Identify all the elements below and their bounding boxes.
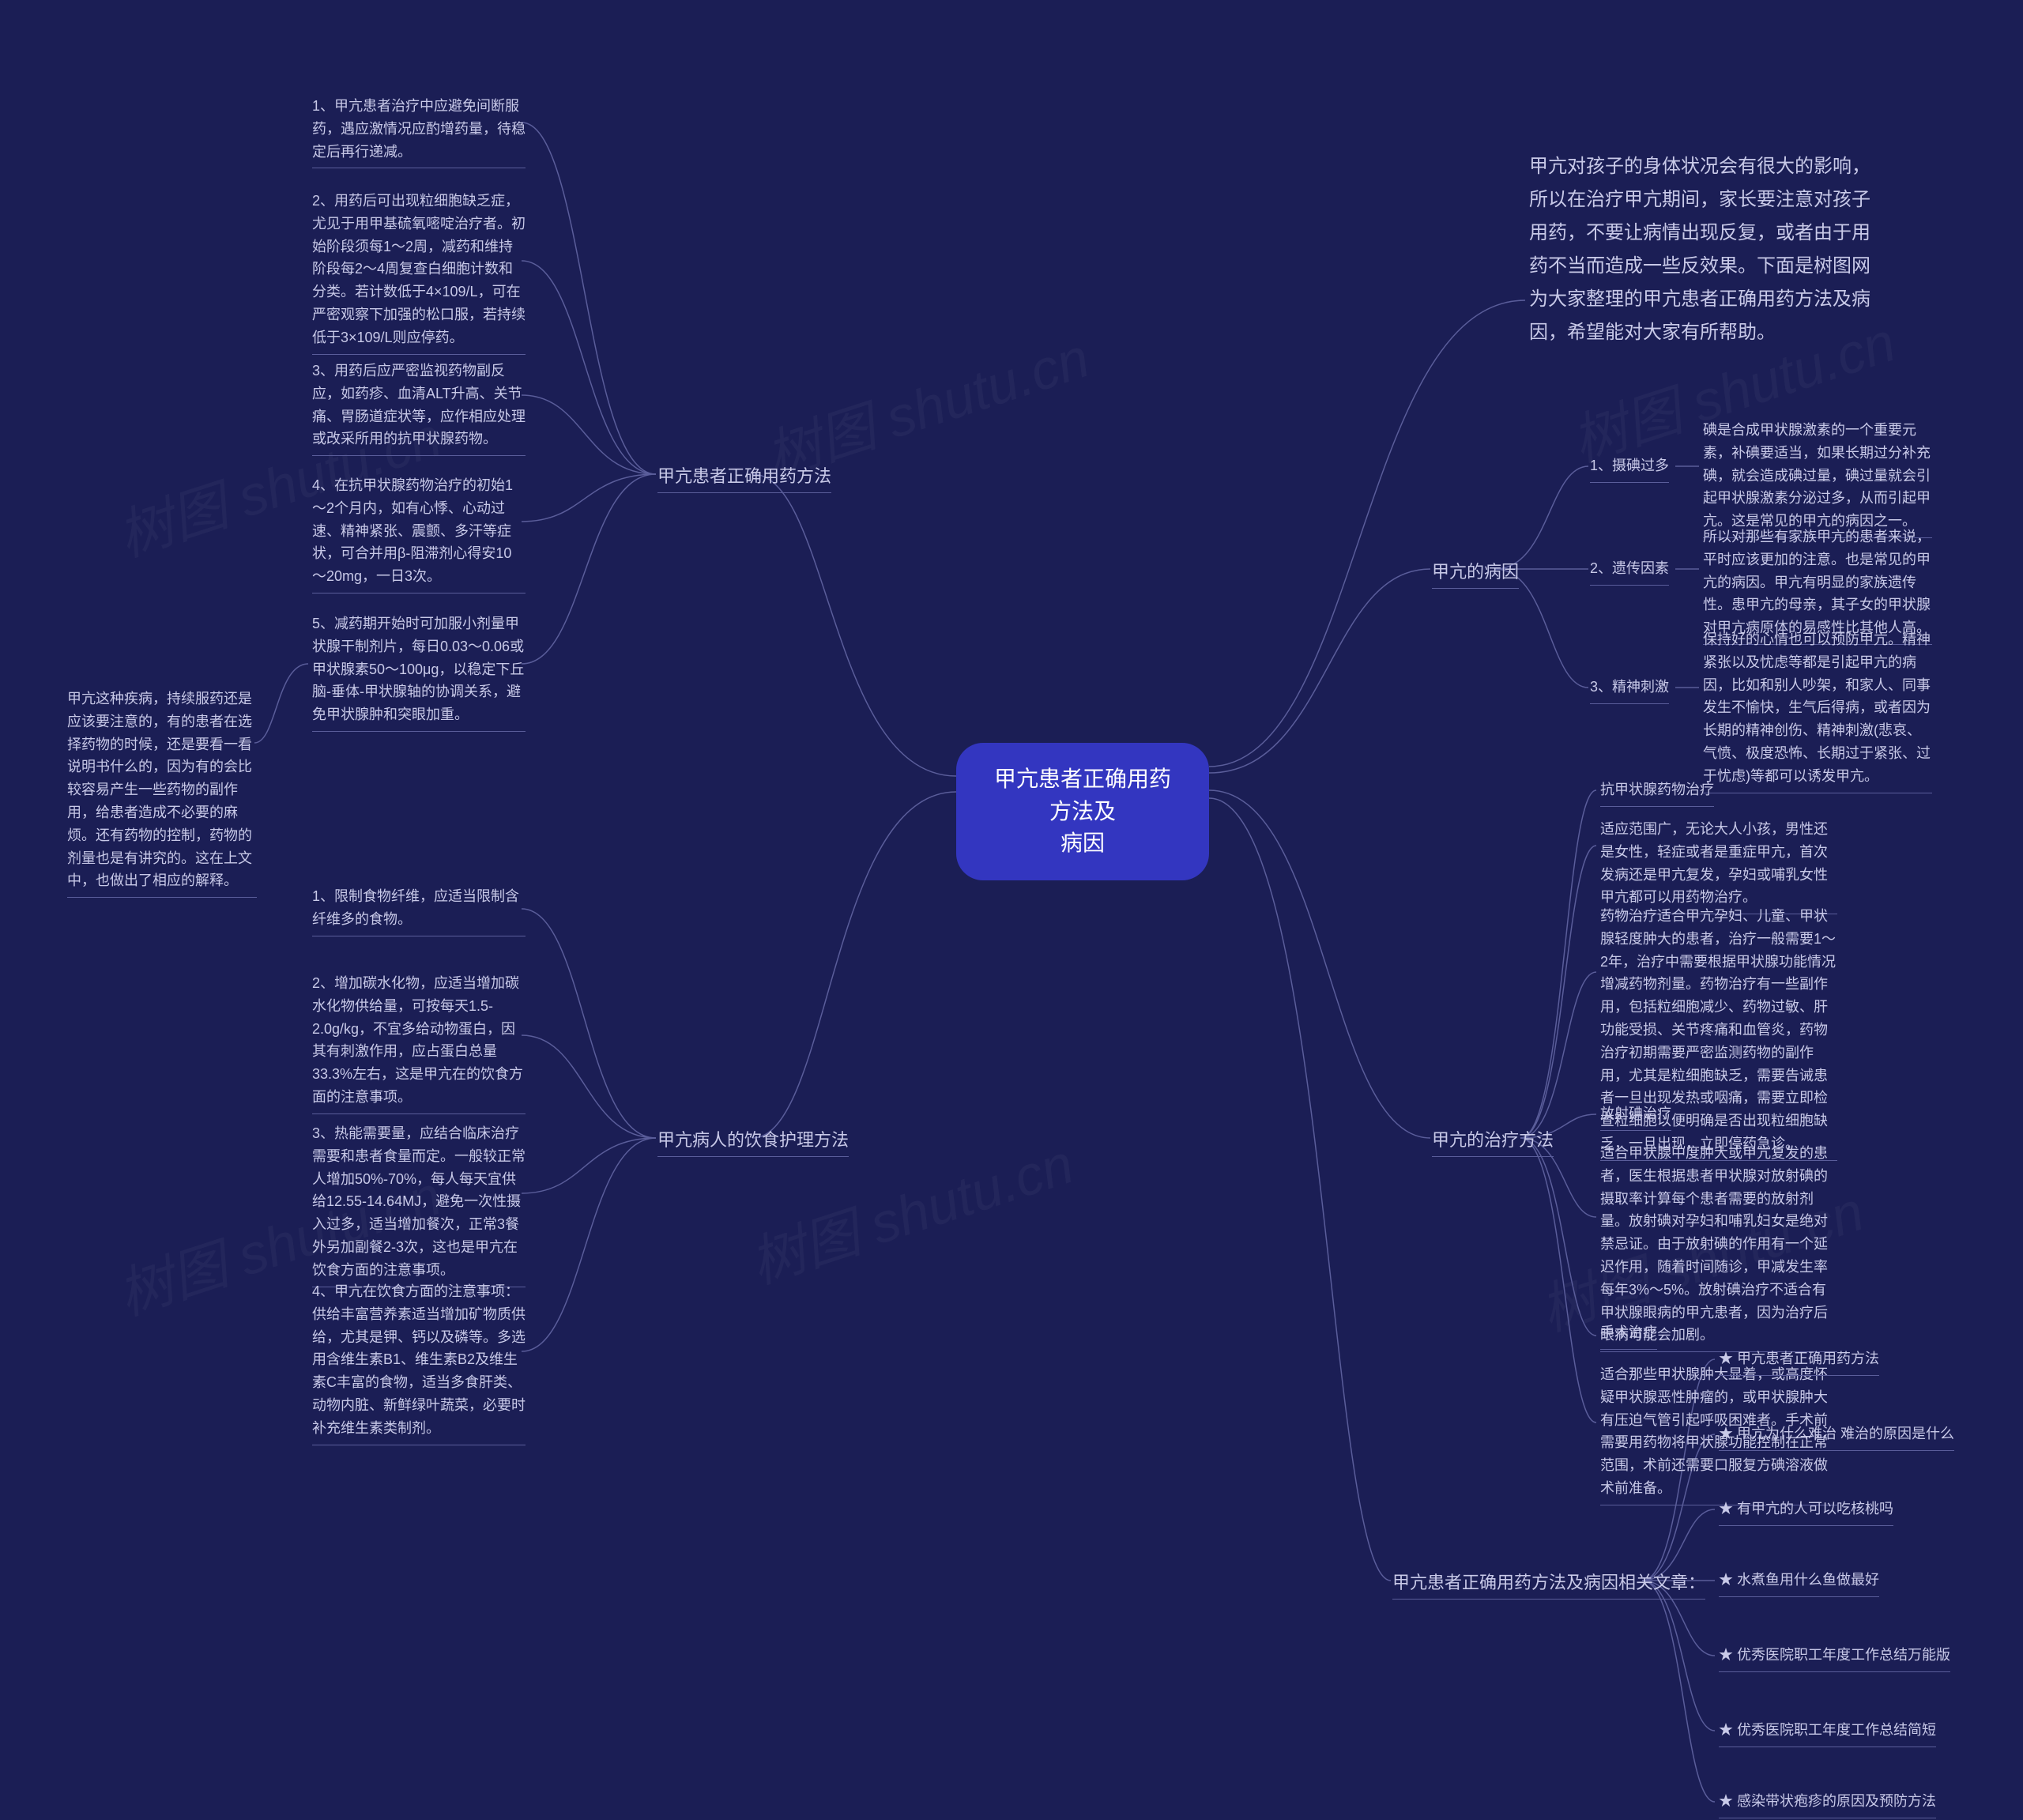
branch-cause-title-text: 甲亢的病因 (1432, 562, 1519, 582)
diet-item-3-text: 3、热能需要量，应结合临床治疗需要和患者食量而定。一般较正常人增加50%-70%… (312, 1122, 526, 1287)
cause-key-1-text: 1、摄碘过多 (1590, 454, 1669, 483)
related-link-2-text: ★ 甲亢为什么难治 难治的原因是什么 (1719, 1422, 1954, 1451)
branch-diet-title: 甲亢病人的饮食护理方法 (657, 1126, 849, 1157)
usage-item-4-text: 4、在抗甲状腺药物治疗的初始1～2个月内，如有心悸、心动过速、精神紧张、震颤、多… (312, 474, 526, 593)
usage-item-2: 2、用药后可出现粒细胞缺乏症，尤见于用甲基硫氧嘧啶治疗者。初始阶段须每1～2周，… (312, 190, 526, 355)
related-link-5-text: ★ 优秀医院职工年度工作总结万能版 (1719, 1644, 1950, 1672)
branch-related-title-text: 甲亢患者正确用药方法及病因相关文章： (1392, 1573, 1705, 1592)
cause-val-3-text: 保持好的心情也可以预防甲亢。精神紧张以及忧虑等都是引起甲亢的病因，比如和别人吵架… (1703, 628, 1932, 793)
related-link-1[interactable]: ★ 甲亢患者正确用药方法 (1719, 1347, 1879, 1376)
usage-item-2-text: 2、用药后可出现粒细胞缺乏症，尤见于用甲基硫氧嘧啶治疗者。初始阶段须每1～2周，… (312, 190, 526, 355)
treat-h2: 放射碘治疗 (1600, 1102, 1671, 1131)
cause-val-2: 所以对那些有家族甲亢的患者来说，平时应该更加的注意。也是常见的甲亢的病因。甲亢有… (1703, 526, 1932, 645)
related-link-6[interactable]: ★ 优秀医院职工年度工作总结简短 (1719, 1719, 1936, 1747)
diet-item-2: 2、增加碳水化物，应适当增加碳水化物供给量，可按每天1.5-2.0g/kg，不宜… (312, 972, 526, 1114)
branch-treat-title-text: 甲亢的治疗方法 (1432, 1130, 1554, 1150)
center-line1: 甲亢患者正确用药方法及 (989, 763, 1176, 827)
related-link-2[interactable]: ★ 甲亢为什么难治 难治的原因是什么 (1719, 1422, 1954, 1451)
treat-h3: 手术治疗 (1600, 1321, 1657, 1350)
usage-item-3-text: 3、用药后应严密监视药物副反应，如药疹、血清ALT升高、关节痛、胃肠道症状等，应… (312, 360, 526, 456)
treat-h1: 抗甲状腺药物治疗 (1600, 778, 1714, 807)
related-link-3-text: ★ 有甲亢的人可以吃核桃吗 (1719, 1498, 1893, 1526)
cause-val-2-text: 所以对那些有家族甲亢的患者来说，平时应该更加的注意。也是常见的甲亢的病因。甲亢有… (1703, 526, 1932, 645)
related-link-1-text: ★ 甲亢患者正确用药方法 (1719, 1347, 1879, 1376)
related-link-6-text: ★ 优秀医院职工年度工作总结简短 (1719, 1719, 1936, 1747)
cause-key-2-text: 2、遗传因素 (1590, 557, 1669, 586)
usage-item-4: 4、在抗甲状腺药物治疗的初始1～2个月内，如有心悸、心动过速、精神紧张、震颤、多… (312, 474, 526, 593)
center-line2: 病因 (989, 827, 1176, 860)
related-link-4-text: ★ 水煮鱼用什么鱼做最好 (1719, 1569, 1879, 1597)
diet-item-1: 1、限制食物纤维，应适当限制含纤维多的食物。 (312, 885, 526, 936)
usage-item-1: 1、甲亢患者治疗中应避免间断服药，遇应激情况应酌增药量，待稳定后再行递减。 (312, 95, 526, 168)
center-node: 甲亢患者正确用药方法及 病因 (956, 743, 1209, 880)
related-link-4[interactable]: ★ 水煮鱼用什么鱼做最好 (1719, 1569, 1879, 1597)
cause-key-2: 2、遗传因素 (1590, 557, 1669, 586)
treat-h2-text: 放射碘治疗 (1600, 1102, 1671, 1131)
related-link-7[interactable]: ★ 感染带状疱疹的原因及预防方法 (1719, 1790, 1936, 1818)
usage-item-3: 3、用药后应严密监视药物副反应，如药疹、血清ALT升高、关节痛、胃肠道症状等，应… (312, 360, 526, 456)
cause-val-1: 碘是合成甲状腺激素的一个重要元素，补碘要适当，如果长期过分补充碘，就会造成碘过量… (1703, 419, 1932, 538)
cause-key-3-text: 3、精神刺激 (1590, 676, 1669, 704)
branch-treat-title: 甲亢的治疗方法 (1432, 1126, 1554, 1157)
usage-item-5: 5、减药期开始时可加服小剂量甲状腺干制剂片，每日0.03～0.06或甲状腺素50… (312, 612, 526, 732)
related-link-5[interactable]: ★ 优秀医院职工年度工作总结万能版 (1719, 1644, 1950, 1672)
branch-related-title: 甲亢患者正确用药方法及病因相关文章： (1392, 1569, 1705, 1600)
branch-usage-title-text: 甲亢患者正确用药方法 (657, 466, 831, 486)
cause-val-1-text: 碘是合成甲状腺激素的一个重要元素，补碘要适当，如果长期过分补充碘，就会造成碘过量… (1703, 419, 1932, 538)
left-side-note-text: 甲亢这种疾病，持续服药还是应该要注意的，有的患者在选择药物的时候，还是要看一看说… (67, 688, 257, 898)
branch-usage-title: 甲亢患者正确用药方法 (657, 462, 831, 493)
diet-item-2-text: 2、增加碳水化物，应适当增加碳水化物供给量，可按每天1.5-2.0g/kg，不宜… (312, 972, 526, 1114)
usage-item-5-text: 5、减药期开始时可加服小剂量甲状腺干制剂片，每日0.03～0.06或甲状腺素50… (312, 612, 526, 732)
diet-item-4: 4、甲亢在饮食方面的注意事项：供给丰富营养素适当增加矿物质供给，尤其是钾、钙以及… (312, 1280, 526, 1445)
intro-text: 甲亢对孩子的身体状况会有很大的影响，所以在治疗甲亢期间，家长要注意对孩子用药，不… (1529, 150, 1885, 349)
branch-cause-title: 甲亢的病因 (1432, 558, 1519, 589)
branch-diet-title-text: 甲亢病人的饮食护理方法 (657, 1130, 849, 1150)
cause-key-1: 1、摄碘过多 (1590, 454, 1669, 483)
left-side-note: 甲亢这种疾病，持续服药还是应该要注意的，有的患者在选择药物的时候，还是要看一看说… (67, 688, 257, 898)
related-link-7-text: ★ 感染带状疱疹的原因及预防方法 (1719, 1790, 1936, 1818)
diet-item-4-text: 4、甲亢在饮食方面的注意事项：供给丰富营养素适当增加矿物质供给，尤其是钾、钙以及… (312, 1280, 526, 1445)
treat-h1-text: 抗甲状腺药物治疗 (1600, 778, 1714, 807)
usage-item-1-text: 1、甲亢患者治疗中应避免间断服药，遇应激情况应酌增药量，待稳定后再行递减。 (312, 95, 526, 168)
diet-item-1-text: 1、限制食物纤维，应适当限制含纤维多的食物。 (312, 885, 526, 936)
related-link-3[interactable]: ★ 有甲亢的人可以吃核桃吗 (1719, 1498, 1893, 1526)
cause-val-3: 保持好的心情也可以预防甲亢。精神紧张以及忧虑等都是引起甲亢的病因，比如和别人吵架… (1703, 628, 1932, 793)
treat-h3-text: 手术治疗 (1600, 1321, 1657, 1350)
cause-key-3: 3、精神刺激 (1590, 676, 1669, 704)
treat-p1a-text: 适应范围广，无论大人小孩，男性还是女性，轻症或者是重症甲亢，首次发病还是甲亢复发… (1600, 818, 1837, 914)
treat-p1a: 适应范围广，无论大人小孩，男性还是女性，轻症或者是重症甲亢，首次发病还是甲亢复发… (1600, 818, 1837, 914)
diet-item-3: 3、热能需要量，应结合临床治疗需要和患者食量而定。一般较正常人增加50%-70%… (312, 1122, 526, 1287)
